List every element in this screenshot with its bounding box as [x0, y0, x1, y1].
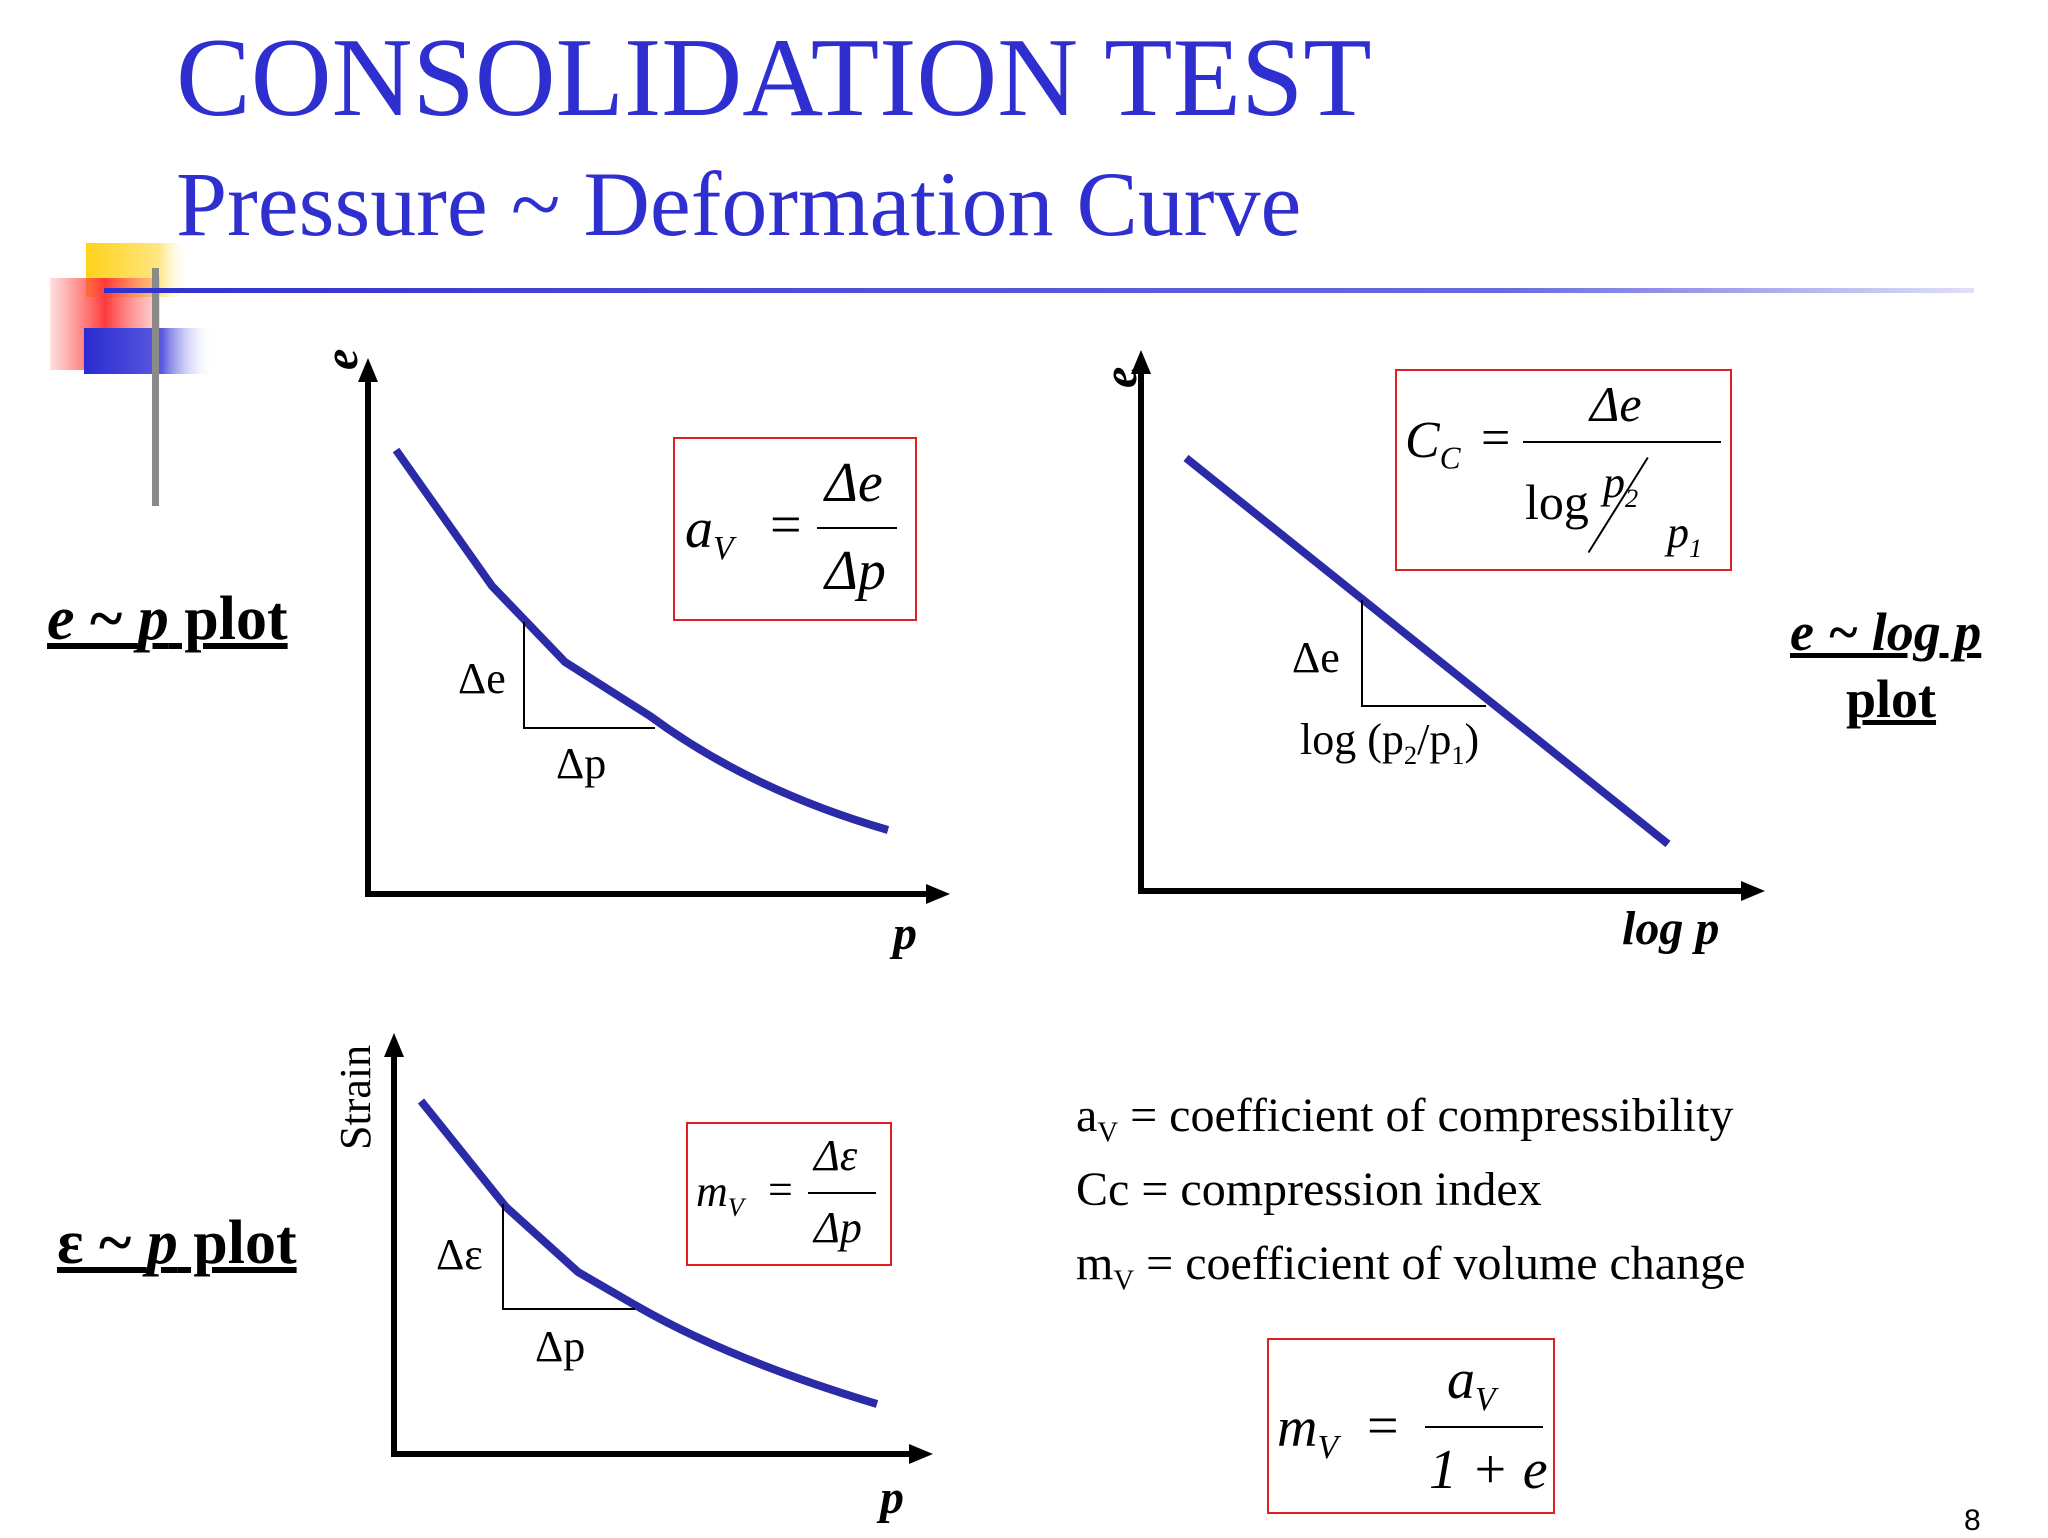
elogp-delta-logp-label: log (p2/p1) [1300, 715, 1480, 770]
strain-x-axis-label: p [880, 1471, 904, 1524]
av-formula-equals: = [770, 494, 802, 556]
mv-formula-equals: = [1367, 1395, 1399, 1457]
strain-delta-eps-label: Δε [436, 1230, 483, 1279]
strain-curve [417, 1098, 879, 1408]
av-formula-numerator: Δe [825, 452, 883, 514]
strain-plot [384, 1033, 933, 1464]
cc-formula-p1: p1 [1667, 508, 1703, 563]
elogp-delta-triangle [1361, 600, 1486, 707]
ep-plot [358, 358, 950, 904]
av-formula-lhs: aV [685, 498, 734, 568]
title-divider [104, 288, 1974, 293]
definition-mv: mV = coefficient of volume change [1076, 1237, 1746, 1297]
mv-strain-formula-equals: = [768, 1165, 793, 1214]
mv-strain-formula-denominator: Δp [814, 1203, 862, 1252]
slide-title: CONSOLIDATION TEST [176, 16, 1372, 140]
av-formula-box: aV = Δe Δp [673, 437, 917, 621]
mv-formula-numerator: aV [1447, 1349, 1496, 1419]
strain-y-axis-label: Strain [331, 1044, 380, 1150]
cc-formula-lhs: CC [1405, 412, 1461, 476]
page-number: 8 [1964, 1504, 1981, 1537]
decorative-squares [50, 243, 214, 506]
ep-delta-p-label: Δp [556, 739, 607, 788]
mv-formula-box: mV = aV 1 + e [1267, 1338, 1555, 1514]
cc-formula-box: CC = Δe log p2 p1 [1395, 369, 1732, 571]
ep-plot-label: e ~ p plot [47, 585, 288, 653]
elogp-plot-label-line2: plot [1846, 669, 1937, 729]
av-formula-fraction-bar [817, 527, 897, 529]
ep-y-axis-label: e [315, 348, 368, 370]
definition-cc: Cc = compression index [1076, 1163, 1542, 1216]
ep-curve [392, 447, 890, 834]
definition-av: aV = coefficient of compressibility [1076, 1089, 1734, 1149]
strain-delta-p-label: Δp [535, 1322, 586, 1371]
slide-subtitle: Pressure ~ Deformation Curve [176, 153, 1302, 255]
mv-formula-denominator: 1 + e [1429, 1439, 1548, 1501]
mv-formula-lhs: mV [1277, 1397, 1338, 1467]
mv-strain-formula-numerator: Δε [814, 1131, 858, 1180]
cc-formula-fraction-bar [1523, 441, 1721, 443]
strain-plot-label: ε ~ p plot [57, 1209, 297, 1277]
elogp-y-axis-label: e [1094, 366, 1147, 388]
elogp-delta-e-label: Δe [1292, 633, 1340, 682]
elogp-plot [1131, 350, 1765, 901]
cc-formula-p2: p2 [1603, 458, 1639, 513]
cc-formula-log: log [1525, 474, 1589, 530]
ep-delta-triangle [523, 622, 655, 729]
cc-formula-numerator: Δe [1590, 376, 1642, 432]
av-formula-denominator: Δp [825, 540, 886, 602]
mv-strain-formula-box: mV = Δε Δp [686, 1122, 892, 1266]
mv-strain-formula-lhs: mV [696, 1167, 744, 1222]
ep-x-axis-label: p [893, 907, 917, 960]
cc-formula-equals: = [1481, 410, 1511, 467]
mv-strain-formula-fraction-bar [808, 1192, 876, 1194]
elogp-plot-label-line1: e ~ log p [1790, 602, 1982, 662]
elogp-x-axis-label: log p [1622, 902, 1720, 955]
mv-formula-fraction-bar [1425, 1426, 1543, 1428]
elogp-line [1183, 454, 1671, 848]
ep-delta-e-label: Δe [458, 654, 506, 703]
strain-delta-triangle [502, 1204, 635, 1310]
